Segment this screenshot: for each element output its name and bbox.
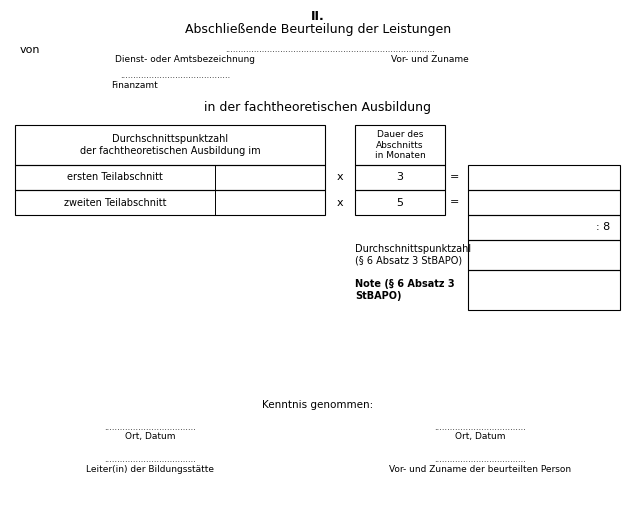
Text: II.: II. <box>311 10 325 24</box>
Text: Durchschnittspunktzahl
(§ 6 Absatz 3 StBAPO): Durchschnittspunktzahl (§ 6 Absatz 3 StB… <box>355 244 471 266</box>
Text: Ort, Datum: Ort, Datum <box>455 433 505 441</box>
Text: Vor- und Zuname der beurteilten Person: Vor- und Zuname der beurteilten Person <box>389 466 571 474</box>
Text: Vor- und Zuname: Vor- und Zuname <box>391 56 469 64</box>
Text: Finanzamt: Finanzamt <box>111 80 159 90</box>
Text: Dienst- oder Amtsbezeichnung: Dienst- oder Amtsbezeichnung <box>115 56 255 64</box>
Text: Ort, Datum: Ort, Datum <box>125 433 175 441</box>
Bar <box>468 190 620 215</box>
Text: =: = <box>450 173 460 182</box>
Text: ...................................: ................................... <box>434 455 526 465</box>
Text: 5: 5 <box>396 197 403 208</box>
Text: ...................................: ................................... <box>434 422 526 432</box>
Text: Dauer des
Abschnitts
in Monaten: Dauer des Abschnitts in Monaten <box>375 130 426 160</box>
Text: Note (§ 6 Absatz 3
StBAPO): Note (§ 6 Absatz 3 StBAPO) <box>355 279 455 301</box>
Text: ...................................: ................................... <box>104 455 196 465</box>
Bar <box>15 165 325 190</box>
Bar <box>468 165 620 190</box>
Text: von: von <box>20 45 41 55</box>
Bar <box>355 125 445 165</box>
Text: ..........................................: ........................................… <box>120 71 230 79</box>
Text: x: x <box>337 173 343 182</box>
Text: : 8: : 8 <box>596 222 610 232</box>
Text: Durchschnittspunktzahl
der fachtheoretischen Ausbildung im: Durchschnittspunktzahl der fachtheoretis… <box>80 134 261 156</box>
Bar <box>15 190 325 215</box>
Text: =: = <box>450 197 460 208</box>
Text: Abschließende Beurteilung der Leistungen: Abschließende Beurteilung der Leistungen <box>185 24 451 37</box>
Text: x: x <box>337 197 343 208</box>
Bar <box>468 215 620 240</box>
Text: Kenntnis genommen:: Kenntnis genommen: <box>262 400 374 410</box>
Text: 3: 3 <box>396 173 403 182</box>
Text: ...................................: ................................... <box>104 422 196 432</box>
Bar <box>468 270 620 310</box>
Text: Leiter(in) der Bildungsstätte: Leiter(in) der Bildungsstätte <box>86 466 214 474</box>
Text: ersten Teilabschnitt: ersten Teilabschnitt <box>67 173 163 182</box>
Bar <box>468 240 620 270</box>
Bar <box>15 125 325 165</box>
Text: zweiten Teilabschnitt: zweiten Teilabschnitt <box>64 197 166 208</box>
Bar <box>355 165 445 190</box>
Bar <box>355 190 445 215</box>
Text: in der fachtheoretischen Ausbildung: in der fachtheoretischen Ausbildung <box>204 100 431 113</box>
Text: ................................................................................: ........................................… <box>225 45 435 55</box>
